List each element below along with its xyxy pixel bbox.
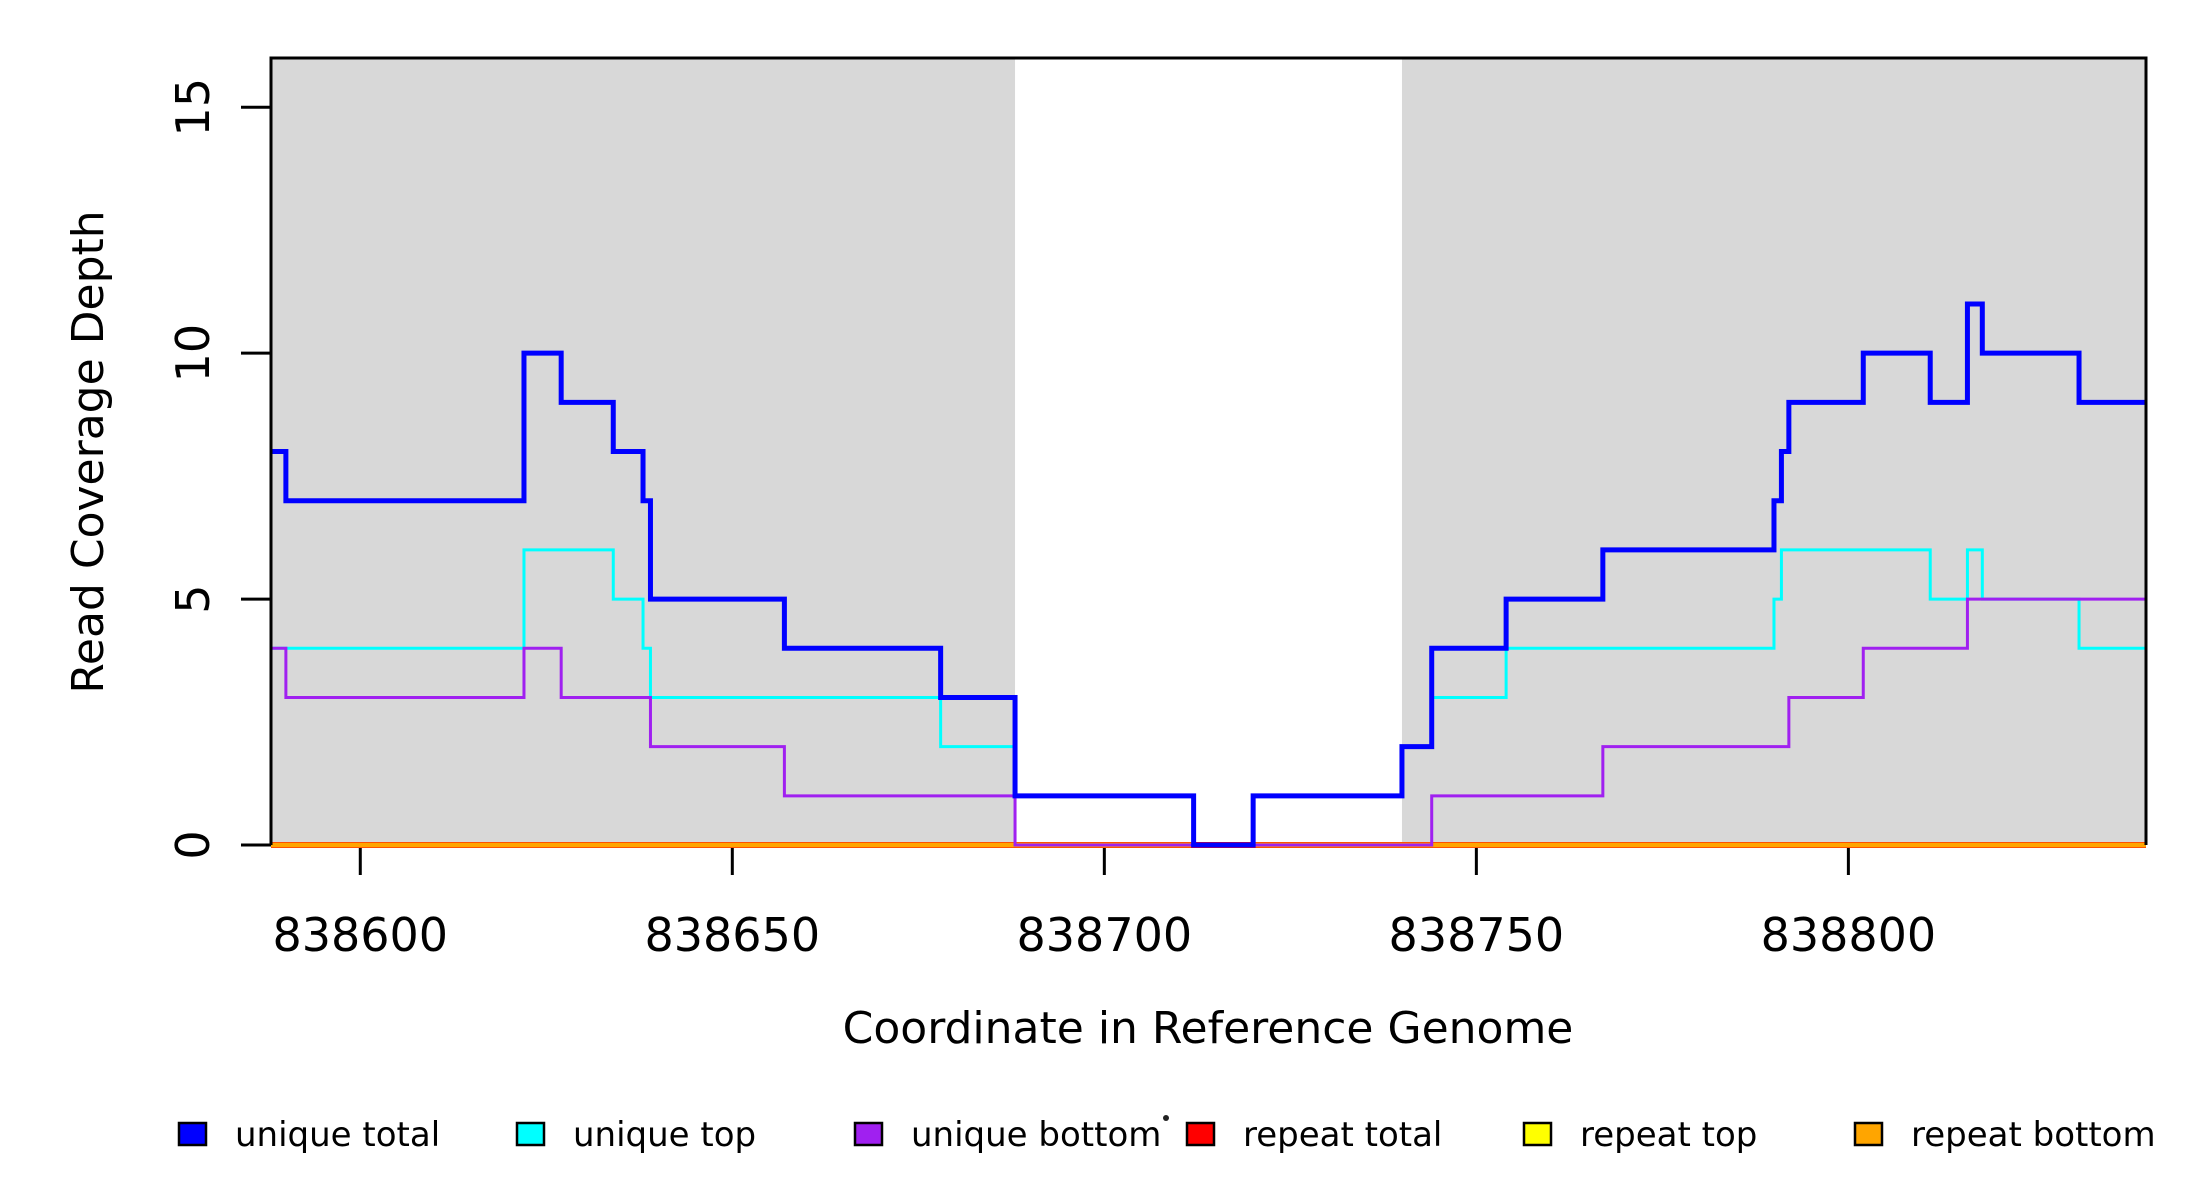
x-axis-tick-label: 838700: [1017, 908, 1193, 962]
x-axis-tick-label: 838750: [1389, 908, 1565, 962]
legend-entry-unique-total: unique total: [177, 1115, 440, 1155]
x-axis-tick-label: 838800: [1761, 908, 1937, 962]
legend-label: unique top: [573, 1115, 756, 1155]
legend-entry-repeat-top: repeat top: [1522, 1115, 1757, 1155]
legend-label: repeat top: [1580, 1115, 1757, 1155]
y-axis-tick-label: 5: [166, 584, 220, 613]
legend-swatch-icon: [853, 1121, 884, 1147]
legend-swatch-icon: [515, 1121, 546, 1147]
legend-label: repeat bottom: [1911, 1115, 2156, 1155]
legend-swatch-icon: [177, 1121, 208, 1147]
legend-swatch-icon: [1185, 1121, 1216, 1147]
legend-swatch-icon: [1522, 1121, 1553, 1147]
x-axis-title: Coordinate in Reference Genome: [843, 1003, 1574, 1054]
series-layer: [271, 301, 2146, 848]
shaded-regions-layer: [271, 58, 2146, 845]
series-line-unique-total: [271, 301, 2146, 848]
y-axis-tick-label: 0: [166, 830, 220, 859]
legend-entry-unique-top: unique top: [515, 1115, 756, 1155]
stray-mark: [1163, 1115, 1169, 1121]
legend-entry-repeat-total: repeat total: [1185, 1115, 1442, 1155]
legend: unique total unique top unique bottom repea…: [177, 1115, 2156, 1155]
legend-label: unique total: [235, 1115, 440, 1155]
y-axis-tick-label: 15: [166, 78, 220, 137]
legend-label: unique bottom: [911, 1115, 1161, 1155]
y-axis-title: Read Coverage Depth: [63, 210, 114, 693]
x-axis: 838600 838650 838700 838750 838800: [272, 845, 1936, 962]
series-line-unique-bottom: [271, 597, 2146, 847]
shaded-region: [1401, 58, 2146, 845]
y-axis-tick-label: 10: [166, 324, 220, 383]
legend-entry-unique-bottom: unique bottom: [853, 1115, 1161, 1155]
plot-border: [269, 56, 2148, 845]
x-axis-tick-label: 838650: [645, 908, 821, 962]
legend-entry-repeat-bottom: repeat bottom: [1853, 1115, 2156, 1155]
legend-swatch-icon: [1853, 1121, 1884, 1147]
plot-border-line: [269, 56, 2148, 845]
x-axis-tick-label: 838600: [272, 908, 448, 962]
legend-label: repeat total: [1243, 1115, 1442, 1155]
y-axis: 0 5 10 15: [166, 78, 271, 860]
